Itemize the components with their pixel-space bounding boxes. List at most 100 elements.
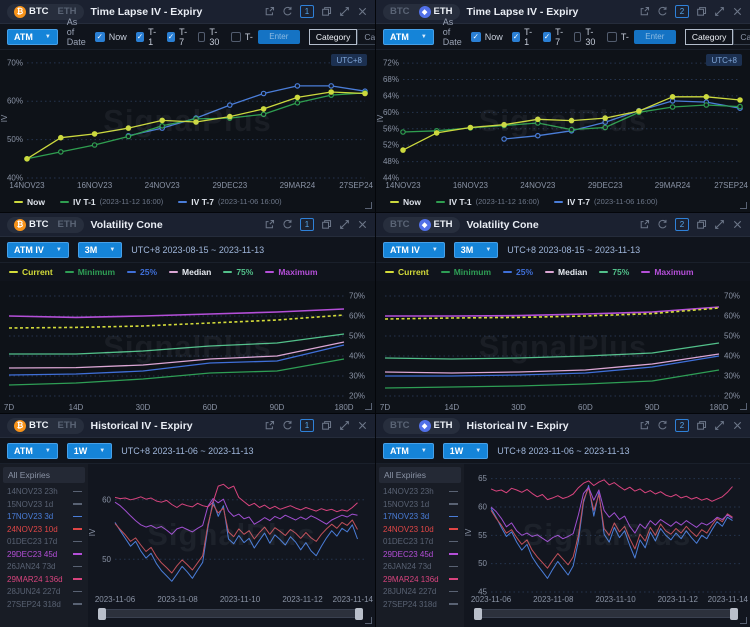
expand-icon[interactable]	[714, 219, 725, 230]
tenor-dropdown[interactable]: 3M ▼	[77, 241, 123, 258]
asof-checkbox-t-1[interactable]: ✓ T-1	[135, 27, 158, 47]
expiry-item[interactable]: 26JAN24 73d	[0, 561, 88, 573]
checkbox-icon[interactable]	[573, 31, 582, 42]
asof-checkbox-t-[interactable]: T- Enter	[606, 29, 676, 44]
expiry-item[interactable]: 14NOV23 23h	[0, 486, 88, 498]
slider-handle-right[interactable]	[355, 608, 363, 620]
expiry-item[interactable]: 01DEC23 17d	[376, 536, 464, 548]
window-count-badge[interactable]: 2	[675, 419, 689, 432]
cone-chart-eth[interactable]: 20% 30% 40% 50% 60% 70% 7D 14D 30D 60D 90D 180D Sig…	[376, 281, 750, 413]
expiry-item[interactable]: 15NOV23 1d	[0, 498, 88, 510]
export-icon[interactable]	[639, 6, 650, 17]
duplicate-icon[interactable]	[696, 420, 707, 431]
checkbox-icon[interactable]: ✓	[166, 31, 176, 42]
window-count-badge[interactable]: 1	[300, 419, 314, 432]
window-count-badge[interactable]: 1	[300, 5, 314, 18]
checkbox-icon[interactable]: ✓	[94, 31, 105, 42]
asof-checkbox-t-7[interactable]: ✓ T-7	[166, 27, 189, 47]
time-range-slider[interactable]	[88, 605, 375, 627]
resize-handle[interactable]	[740, 403, 747, 410]
slider-track[interactable]	[474, 609, 738, 618]
historical-chart-btc[interactable]: 50 60 2023-11-06 2023-11-08 2023-11-10 2023-1…	[88, 464, 375, 605]
coin-tab-eth[interactable]: ◆ ETH	[415, 419, 457, 432]
duplicate-icon[interactable]	[321, 219, 332, 230]
strike-dropdown[interactable]: ATM IV ▼	[7, 241, 69, 258]
asof-checkbox-t-1[interactable]: ✓ T-1	[511, 27, 534, 47]
coin-tab-btc[interactable]: ₿ BTC	[10, 419, 53, 432]
coin-tab-btc[interactable]: BTC	[386, 420, 414, 431]
legend-item[interactable]: IV T-1 (2023-11-12 16:00)	[435, 197, 539, 207]
expand-icon[interactable]	[714, 6, 725, 17]
legend-item[interactable]: Current	[9, 267, 53, 277]
slider-track[interactable]	[98, 609, 363, 618]
expand-icon[interactable]	[714, 420, 725, 431]
duplicate-icon[interactable]	[321, 6, 332, 17]
legend-item[interactable]: IV T-7 (2023-11-06 16:00)	[178, 197, 282, 207]
export-icon[interactable]	[639, 420, 650, 431]
expiry-item[interactable]: 29DEC23 45d	[0, 548, 88, 560]
close-icon[interactable]	[357, 219, 368, 230]
refresh-icon[interactable]	[282, 6, 293, 17]
window-count-badge[interactable]: 1	[300, 218, 314, 231]
expiry-item[interactable]: 29MAR24 136d	[0, 573, 88, 585]
coin-tab-eth[interactable]: ◆ ETH	[415, 218, 457, 231]
expiry-item[interactable]: 24NOV23 10d	[376, 523, 464, 535]
tenor-dropdown[interactable]: 3M ▼	[453, 241, 499, 258]
legend-item[interactable]: Maximum	[641, 267, 694, 277]
strike-dropdown[interactable]: ATM IV ▼	[383, 241, 445, 258]
slider-handle-left[interactable]	[474, 608, 482, 620]
close-icon[interactable]	[732, 6, 743, 17]
expiry-item[interactable]: 26JAN24 73d	[376, 561, 464, 573]
expiry-item[interactable]: 27SEP24 318d	[0, 598, 88, 610]
expiry-item[interactable]: 28JUN24 227d	[0, 586, 88, 598]
asof-checkbox-t-[interactable]: T- Enter	[230, 29, 300, 44]
cone-chart-btc[interactable]: 20% 30% 40% 50% 60% 70% 7D 14D 30D 60D 90D 180D Sig…	[0, 281, 375, 413]
expiry-item[interactable]: 01DEC23 17d	[0, 536, 88, 548]
coin-tab-btc[interactable]: ₿ BTC	[10, 5, 53, 18]
refresh-icon[interactable]	[657, 6, 668, 17]
timelapse-chart-btc[interactable]: 40% 50% 60% 70% 14NOV23 16NOV23 24NOV23 29DEC23…	[0, 50, 375, 191]
legend-item[interactable]: Median	[545, 267, 587, 277]
coin-tab-btc[interactable]: BTC	[386, 219, 414, 230]
legend-item[interactable]: 75%	[599, 267, 629, 277]
expiry-item[interactable]: 14NOV23 23h	[376, 486, 464, 498]
legend-item[interactable]: IV T-7 (2023-11-06 16:00)	[554, 197, 658, 207]
window-count-badge[interactable]: 2	[675, 218, 689, 231]
close-icon[interactable]	[732, 219, 743, 230]
category-button[interactable]: Category	[308, 28, 358, 45]
resize-handle[interactable]	[740, 202, 747, 209]
asof-checkbox-t-30[interactable]: T-30	[197, 27, 222, 47]
export-icon[interactable]	[264, 6, 275, 17]
tenor-dropdown[interactable]: 1W ▼	[66, 442, 113, 459]
category-button[interactable]: Category	[684, 28, 734, 45]
asof-checkbox-t-7[interactable]: ✓ T-7	[542, 27, 565, 47]
expiry-item[interactable]: 17NOV23 3d	[0, 511, 88, 523]
legend-item[interactable]: Median	[169, 267, 211, 277]
legend-item[interactable]: 75%	[223, 267, 253, 277]
legend-item[interactable]: Now	[14, 197, 45, 207]
close-icon[interactable]	[732, 420, 743, 431]
historical-chart-eth[interactable]: 45 50 55 60 65 2023-11-06 2023-11-08 2023-11-10…	[464, 464, 750, 605]
expand-icon[interactable]	[339, 219, 350, 230]
refresh-icon[interactable]	[657, 219, 668, 230]
tenor-dropdown[interactable]: 1W ▼	[442, 442, 489, 459]
resize-handle[interactable]	[365, 617, 372, 624]
resize-handle[interactable]	[740, 617, 747, 624]
slider-handle-right[interactable]	[730, 608, 738, 620]
coin-tab-eth[interactable]: ETH	[54, 219, 81, 230]
export-icon[interactable]	[639, 219, 650, 230]
checkbox-icon[interactable]: ✓	[511, 31, 521, 42]
calendar-button[interactable]: Calendar	[357, 28, 375, 45]
strike-dropdown[interactable]: ATM ▼	[383, 28, 434, 45]
strike-dropdown[interactable]: ATM ▼	[7, 28, 58, 45]
export-icon[interactable]	[264, 420, 275, 431]
checkbox-icon[interactable]: ✓	[542, 31, 552, 42]
expiry-item[interactable]: 27SEP24 318d	[376, 598, 464, 610]
close-icon[interactable]	[357, 420, 368, 431]
refresh-icon[interactable]	[657, 420, 668, 431]
legend-item[interactable]: 25%	[127, 267, 157, 277]
expiry-item[interactable]: 29MAR24 136d	[376, 573, 464, 585]
asof-checkbox-t-30[interactable]: T-30	[573, 27, 598, 47]
custom-t-input[interactable]: Enter	[633, 29, 676, 44]
expand-icon[interactable]	[339, 420, 350, 431]
